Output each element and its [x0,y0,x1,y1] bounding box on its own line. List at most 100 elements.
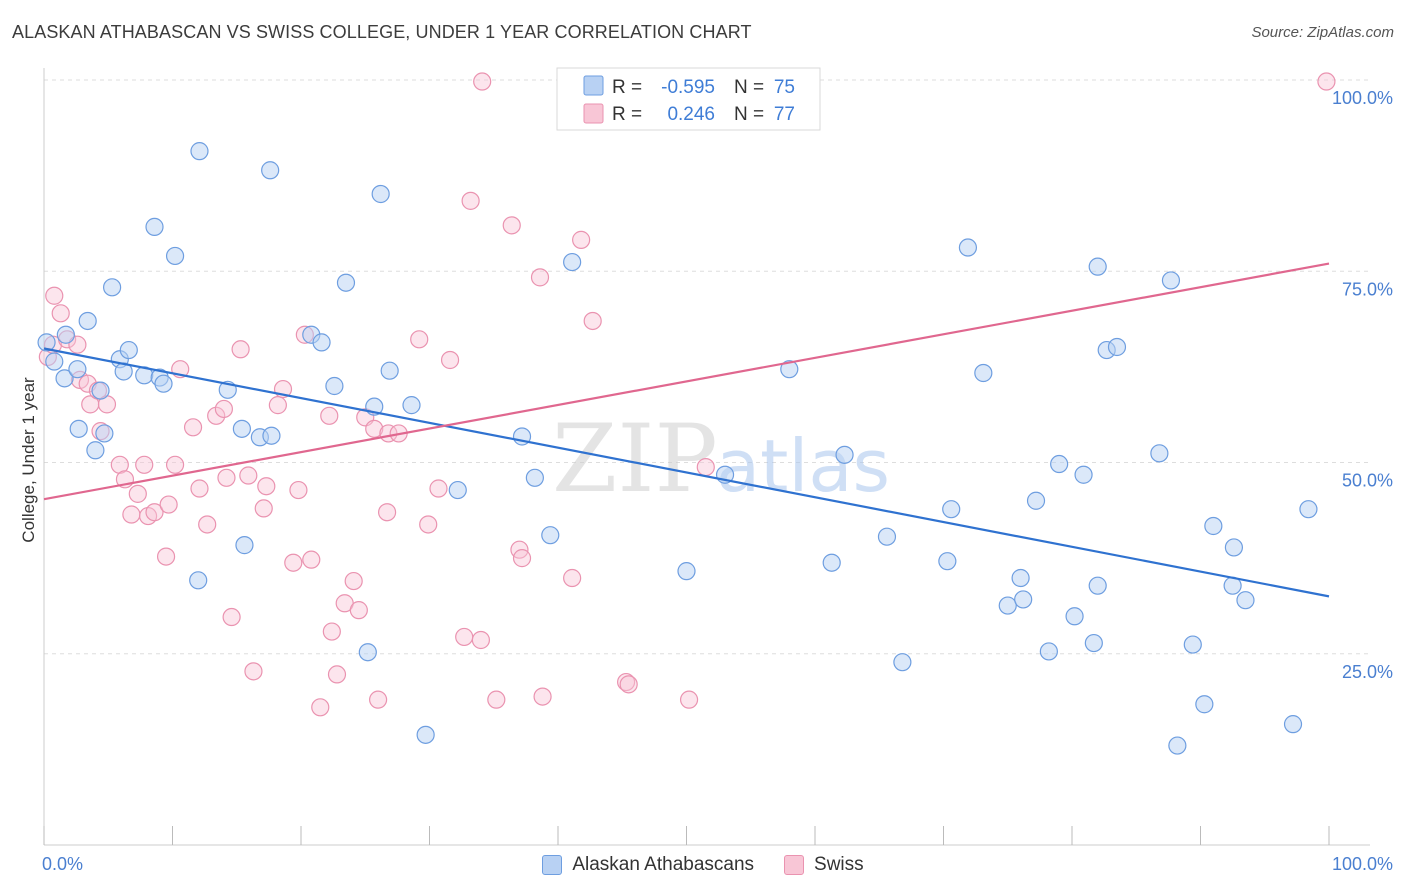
athabascan-point [938,552,957,571]
swiss-point [419,515,438,534]
athabascan-point [235,536,254,555]
athabascan-point [312,333,331,352]
swiss-point [617,672,636,692]
swiss-point [473,72,492,91]
athabascan-point [37,333,56,352]
athabascan-point [380,361,399,380]
athabascan-point [1299,500,1318,519]
y-tick-label-25: 25.0% [1342,662,1393,682]
swiss-point [583,311,602,331]
swiss-point [217,468,236,487]
legend-pink-swatch [583,103,604,124]
series-legend: Alaskan Athabascans Swiss [0,850,1406,880]
legend-item-swiss: Swiss [784,854,864,876]
swiss-point [502,216,521,235]
athabascan-point [190,142,209,161]
swiss-point [455,627,474,647]
trend-lines [43,262,1330,598]
athabascan-point [91,381,110,400]
athabascan-point [1084,633,1103,653]
athabascan-point [1026,491,1046,510]
athabascan-point [45,352,64,371]
swiss-point [244,662,263,681]
athabascan-point [1014,590,1033,609]
athabascan-points [37,142,1318,755]
legend-item-athabascans: Alaskan Athabascans [542,854,754,876]
athabascan-point [835,445,854,464]
tick-labels: 25.0% 50.0% 75.0% 100.0% 0.0% 100.0% [42,88,1393,874]
swiss-point [239,466,258,485]
swiss-point [45,286,64,305]
athabascan-point [1039,642,1058,661]
legend-r-value-1: -0.595 [661,77,715,98]
athabascan-point [1088,257,1107,276]
athabascans-label: Alaskan Athabascans [572,854,755,875]
swiss-point [289,480,308,500]
athabascan-point [541,526,560,545]
swiss-point [377,503,397,522]
athabascan-point [1161,271,1181,290]
athabascan-point [95,424,114,443]
swiss-point [429,479,448,498]
athabascan-point [1283,715,1303,734]
swiss-point [183,418,203,437]
swiss-point [145,503,164,522]
athabascan-point [56,325,75,344]
athabascan-point [1050,454,1069,474]
legend-blue-swatch [583,75,604,96]
swiss-point [530,268,550,287]
swiss-point [198,515,217,534]
athabascan-point [780,360,799,379]
athabascan-point [1107,337,1127,357]
correlation-legend: R = -0.595 N = 75 R = 0.246 N = 77 [556,67,821,131]
athabascan-point [262,426,281,445]
swiss-point [302,550,321,569]
athabascan-point [1224,538,1244,557]
swiss-point [231,340,250,359]
athabascan-point [1183,635,1202,654]
swiss-point [563,568,582,588]
y-tick-label-75: 75.0% [1342,279,1393,299]
athabascan-point [677,562,696,581]
athabascan-point [1074,465,1093,484]
swiss-point [165,455,185,474]
swiss-point [322,622,341,641]
swiss-point [311,698,330,717]
swiss-point [268,396,287,415]
swiss-point [461,191,480,210]
swiss-point [369,690,388,709]
athabascan-point [1011,568,1030,588]
athabascan-point [165,246,185,266]
legend-n-value-2: 77 [774,104,795,125]
source-credit: Source: ZipAtlas.com [1251,24,1394,41]
legend-r-label-1: R = [612,77,642,98]
swiss-point [679,690,699,709]
swiss-point [512,549,532,568]
swiss-point [1317,72,1336,91]
athabascan-point [358,643,377,662]
swiss-point [156,547,176,566]
x-tick-label-max: 100.0% [1332,854,1393,874]
athabascan-point [1236,591,1255,610]
athabascan-point [86,441,105,460]
swiss-point [696,457,715,477]
swiss-point [284,553,303,572]
swiss-point [122,505,141,524]
swiss-point [159,495,178,514]
legend-n-label-2: N = [734,104,764,125]
athabascan-point [822,553,841,572]
athabascan-point [563,252,582,272]
swiss-point [487,690,506,709]
axes [43,68,1370,846]
athabascan-point [103,278,122,297]
athabascan-point [1065,607,1084,626]
legend-n-value-1: 75 [774,77,795,98]
swiss-point [222,607,241,627]
athabascan-point [154,374,173,393]
athabascan-point [68,360,87,379]
athabascan-point [877,527,897,546]
swiss-point [257,477,276,496]
swiss-swatch [784,855,805,875]
y-tick-label-50: 50.0% [1342,471,1393,491]
